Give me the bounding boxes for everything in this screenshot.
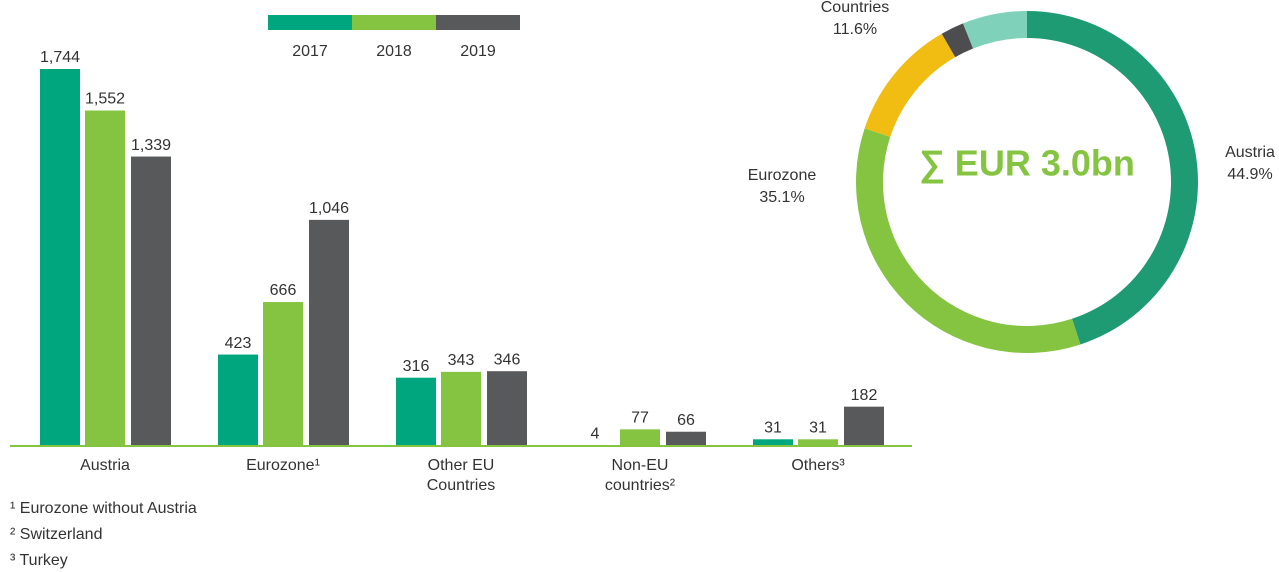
bar	[85, 110, 125, 447]
value-label: 1,744	[40, 49, 80, 66]
bar	[844, 406, 884, 446]
donut-slice	[962, 11, 1027, 49]
x-tick-label: Non-EU countries²	[604, 457, 676, 494]
value-label: 31	[809, 420, 827, 437]
value-label: 1,046	[309, 200, 349, 217]
bar	[620, 429, 660, 446]
slice-value-label: 44.9%	[1227, 166, 1273, 183]
value-label: 1,552	[85, 91, 125, 108]
bar	[753, 439, 793, 446]
x-tick-label: Eurozone¹	[246, 457, 320, 474]
value-label: 346	[494, 351, 521, 368]
value-label: 77	[631, 410, 649, 427]
slice-label: Other EU Countries	[820, 0, 890, 16]
value-label: 316	[403, 358, 430, 375]
slice-value-label: 11.6%	[832, 21, 878, 38]
legend-label: 2017	[292, 43, 328, 60]
x-tick-label: Other EU Countries	[426, 457, 496, 494]
bar	[487, 371, 527, 446]
value-label: 182	[851, 387, 878, 404]
slice-label: Eurozone	[747, 167, 817, 184]
legend-swatch	[436, 15, 520, 30]
legend-label: 2019	[460, 43, 496, 60]
donut-slice	[1027, 11, 1198, 345]
bar	[798, 439, 838, 446]
value-label: 4	[591, 425, 600, 442]
value-label: 343	[448, 352, 475, 369]
donut-title: ∑ EUR 3.0bn	[919, 143, 1135, 184]
x-tick-label: Others³	[791, 457, 845, 474]
bar	[131, 156, 171, 446]
legend-swatch	[352, 15, 436, 30]
bar	[441, 371, 481, 446]
x-tick-label: Austria	[80, 457, 130, 474]
slice-value-label: 35.1%	[759, 189, 805, 206]
value-label: 66	[677, 412, 695, 429]
footnote: ³ Turkey	[10, 552, 68, 569]
footnote: ² Switzerland	[10, 526, 103, 543]
bar	[218, 354, 258, 446]
value-label: 666	[270, 282, 297, 299]
value-label: 31	[764, 420, 782, 437]
value-label: 423	[225, 335, 252, 352]
bar	[396, 377, 436, 446]
footnote: ¹ Eurozone without Austria	[10, 500, 197, 517]
bar	[666, 431, 706, 446]
legend-label: 2018	[376, 43, 412, 60]
bar	[40, 69, 80, 446]
donut-slice	[856, 128, 1081, 353]
donut-slice	[864, 33, 956, 137]
bar	[263, 302, 303, 446]
donut-slice	[941, 23, 974, 58]
bar	[309, 219, 349, 446]
legend-swatch	[268, 15, 352, 30]
slice-label: Austria	[1225, 144, 1275, 161]
value-label: 1,339	[131, 137, 171, 154]
